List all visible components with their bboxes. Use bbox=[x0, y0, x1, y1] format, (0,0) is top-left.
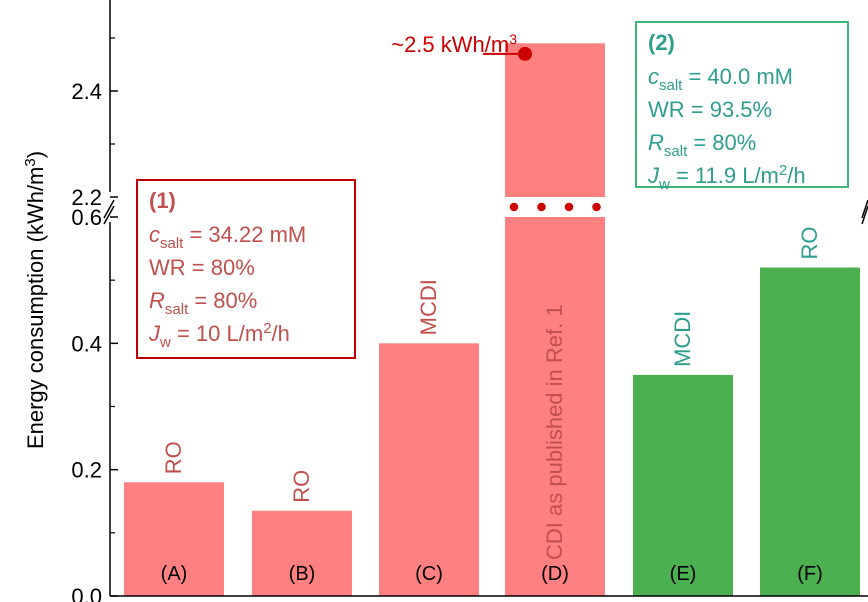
axis-break-mark bbox=[861, 205, 868, 225]
y-tick-label: 0.0 bbox=[71, 584, 102, 602]
parameter-box-1-line: csalt = 34.22 mM bbox=[149, 222, 306, 252]
bar-3-upper bbox=[505, 43, 605, 197]
parameter-box-2-line: Jw = 11.9 L/m2/h bbox=[647, 162, 806, 193]
y-tick-label: 2.2 bbox=[71, 185, 102, 210]
category-label: (C) bbox=[415, 563, 443, 585]
bar-3-lower bbox=[505, 217, 605, 596]
y-tick-label: 2.4 bbox=[71, 79, 102, 104]
bar-label: RO bbox=[797, 227, 822, 260]
parameter-box-2-line: WR = 93.5% bbox=[648, 97, 772, 122]
category-label: (E) bbox=[670, 563, 697, 585]
parameter-box-2 bbox=[635, 21, 849, 188]
category-label: (F) bbox=[797, 563, 823, 585]
break-dot bbox=[535, 201, 548, 213]
parameter-box-2-line: Rsalt = 80% bbox=[648, 130, 756, 160]
y-tick-label: 0.4 bbox=[71, 331, 102, 356]
bar-0 bbox=[124, 482, 224, 596]
break-dot bbox=[508, 201, 520, 213]
break-dot bbox=[563, 201, 575, 213]
labels-layer: (A) (B) (C) (D) (E) (F) RO RO MCDI CDI as publish… bbox=[161, 31, 823, 585]
parameter-box-2-line: csalt = 40.0 mM bbox=[648, 64, 793, 94]
axis-break-mark bbox=[103, 205, 115, 225]
y-tick-label: 0.2 bbox=[71, 458, 102, 483]
axis-break-mark bbox=[103, 199, 115, 219]
parameter-box-2-title: (2) bbox=[648, 30, 675, 55]
bar-2 bbox=[379, 343, 479, 596]
parameter-box-1 bbox=[136, 179, 356, 359]
annotation-label: ~2.5 kWh/m3 bbox=[391, 31, 517, 57]
break-dot bbox=[590, 201, 603, 213]
bar-label: MCDI bbox=[670, 311, 695, 367]
parameter-box-1-line: Rsalt = 80% bbox=[149, 288, 257, 318]
bars-layer bbox=[124, 43, 860, 596]
bar-label: MCDI bbox=[416, 279, 441, 335]
y-axis-label: Energy consumption (kWh/m3) bbox=[22, 151, 48, 449]
axis-break-mark bbox=[861, 199, 868, 219]
bar-5 bbox=[760, 267, 860, 596]
parameter-box-1-title: (1) bbox=[149, 188, 176, 213]
bar-label: RO bbox=[161, 441, 186, 474]
parameter-box-1-line: WR = 80% bbox=[149, 255, 255, 280]
y-tick-label: 0.6 bbox=[71, 205, 102, 230]
y-axis: 0.0 0.2 0.4 0.62.2 2.4 Energy consumption (kW… bbox=[22, 0, 868, 602]
bar-label: RO bbox=[289, 470, 314, 503]
bar-4 bbox=[633, 374, 733, 596]
bar-1 bbox=[252, 510, 352, 596]
category-label: (D) bbox=[541, 563, 569, 585]
category-label: (A) bbox=[161, 563, 188, 585]
category-label: (B) bbox=[289, 563, 316, 585]
parameter-box-1-line: Jw = 10 L/m2/h bbox=[148, 320, 290, 351]
bar-label: CDI as published in Ref. 1 bbox=[542, 304, 567, 560]
annotation-marker bbox=[518, 46, 532, 61]
